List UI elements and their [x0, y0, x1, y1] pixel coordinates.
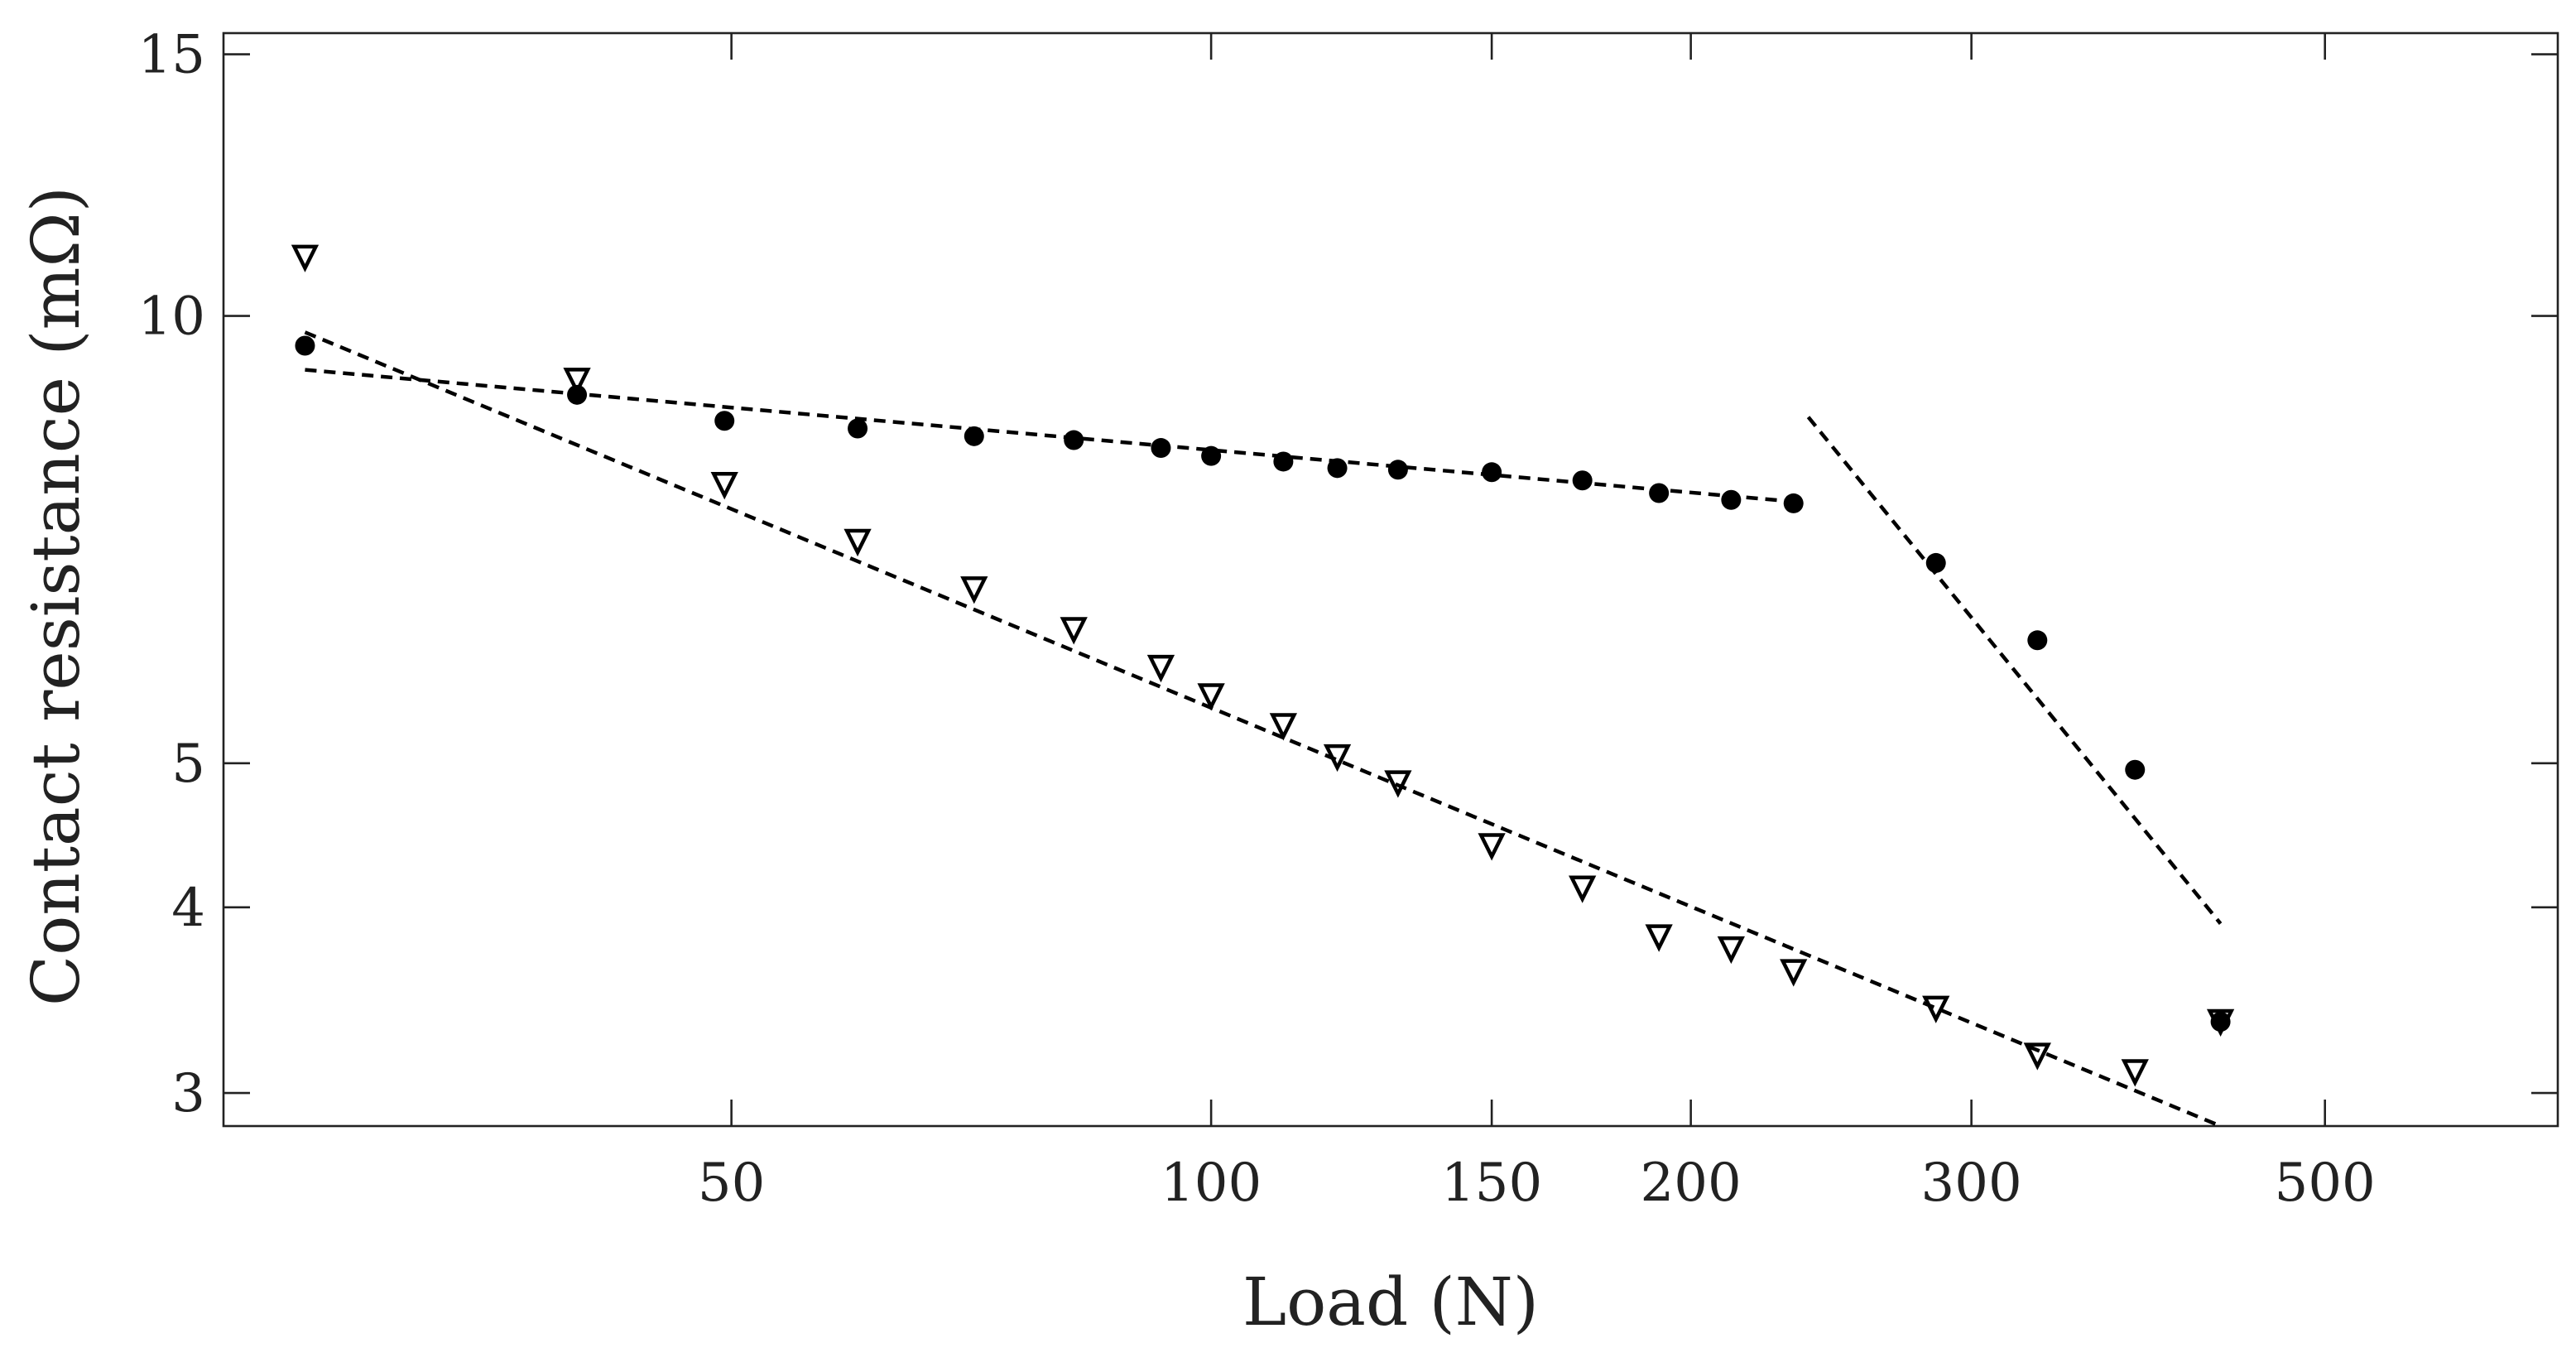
data-point-circle [1273, 451, 1294, 472]
data-point-triangle [2121, 1059, 2149, 1087]
y-tick-label: 4 [171, 878, 205, 939]
data-point-triangle [2023, 1042, 2051, 1071]
fit-line [1806, 416, 2223, 925]
data-point-triangle [1060, 617, 1088, 645]
data-point-triangle [563, 368, 591, 396]
y-tick-label: 5 [171, 734, 205, 795]
data-point-triangle [1569, 875, 1597, 903]
x-axis-ticks: 50 100 150 200 300 500 [698, 33, 2376, 1214]
x-tick-label: 500 [2275, 1153, 2376, 1214]
data-point-triangle [1717, 936, 1745, 965]
y-axis-ticks: 3 4 5 10 15 [138, 25, 2558, 1124]
x-tick-label: 150 [1441, 1153, 1542, 1214]
y-axis-title: Contact resistance (mΩ) [17, 186, 94, 1006]
x-tick-label: 100 [1161, 1153, 1262, 1214]
data-point-circle [1064, 430, 1084, 450]
data-point-triangle [1323, 744, 1352, 773]
x-tick-label: 200 [1641, 1153, 1742, 1214]
fit-lines [304, 330, 2223, 1129]
data-point-triangle [843, 528, 872, 557]
data-point-triangle [1269, 713, 1298, 741]
data-point-circle [1482, 462, 1502, 483]
data-point-triangle [1645, 924, 1673, 952]
data-point-circle [1151, 438, 1171, 459]
fit-line [304, 330, 2222, 1129]
plot-frame [222, 31, 2559, 1128]
data-point-triangle [710, 472, 738, 500]
data-point-circle [714, 411, 735, 431]
data-point-circle [1327, 458, 1348, 479]
data-point-triangle [1478, 833, 1506, 861]
y-tick-label: 10 [138, 286, 205, 348]
data-point-triangle [960, 576, 988, 604]
data-point-triangle [1922, 995, 1950, 1023]
data-point-circle [295, 335, 315, 356]
fit-line [305, 368, 1794, 504]
x-tick-label: 300 [1921, 1153, 2022, 1214]
x-tick-label: 50 [698, 1153, 765, 1214]
data-point-triangle [1384, 770, 1412, 798]
data-point-triangle [1197, 683, 1225, 711]
x-axis-title: Load (N) [1242, 1264, 1539, 1341]
data-point-circle [2125, 759, 2146, 780]
data-point-triangle [2206, 1008, 2235, 1037]
data-point-circle [848, 418, 868, 439]
data-point-circle [1201, 445, 1222, 466]
data-point-circle [1572, 470, 1593, 491]
data-point-circle [2027, 630, 2048, 651]
y-tick-label: 15 [138, 25, 205, 86]
data-point-circle [1721, 489, 1742, 510]
data-point-triangle [1780, 959, 1808, 987]
data-point-triangle [1146, 654, 1175, 683]
data-point-circle [1783, 493, 1804, 513]
data-point-circle [1387, 460, 1408, 480]
data-markers [291, 244, 2235, 1087]
data-point-triangle [291, 244, 320, 272]
data-point-circle [1925, 552, 1946, 573]
data-point-circle [964, 426, 984, 446]
y-tick-label: 3 [171, 1063, 205, 1124]
data-point-circle [1649, 483, 1670, 503]
